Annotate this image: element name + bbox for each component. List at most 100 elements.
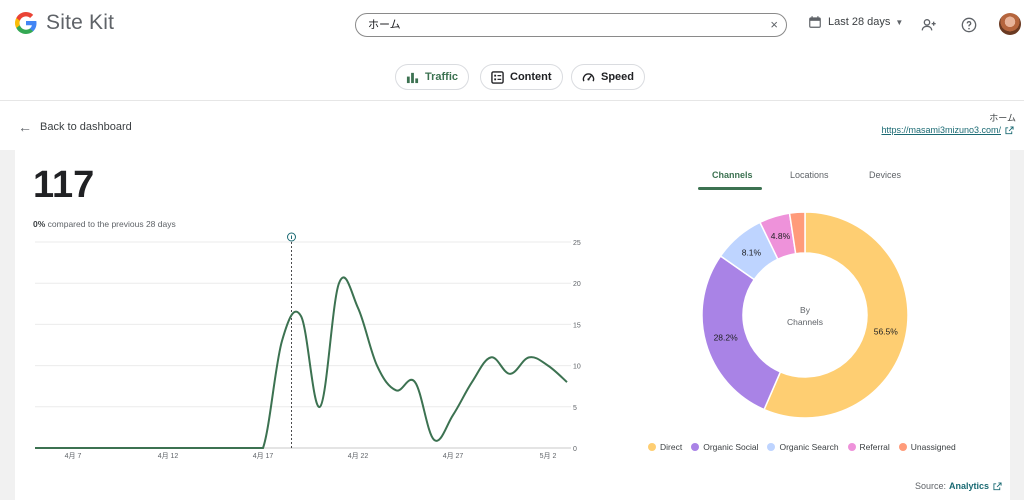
y-tick-label: 10: [573, 364, 581, 371]
data-point[interactable]: [108, 445, 114, 451]
data-point[interactable]: [222, 445, 228, 451]
data-point[interactable]: [70, 445, 76, 451]
tab-speed[interactable]: Speed: [571, 64, 646, 90]
source-prefix: Source:: [914, 481, 946, 491]
y-tick-label: 25: [573, 240, 581, 247]
tab-traffic[interactable]: Traffic: [395, 64, 470, 90]
analytics-link[interactable]: Analytics: [948, 481, 989, 491]
data-point[interactable]: [450, 412, 456, 418]
legend-label: Unassigned: [910, 442, 956, 452]
calendar-icon: [809, 16, 821, 28]
data-point[interactable]: [317, 404, 323, 410]
comparison-percent: 0%: [33, 219, 46, 229]
data-point[interactable]: [469, 379, 475, 385]
data-point[interactable]: [89, 445, 95, 451]
bar-chart-icon: [406, 72, 419, 83]
data-point[interactable]: [298, 313, 304, 319]
data-point[interactable]: [355, 305, 361, 311]
data-point[interactable]: [203, 445, 209, 451]
search-clear-icon[interactable]: ×: [770, 17, 778, 32]
google-g-logo-icon: [15, 12, 37, 34]
tab-devices[interactable]: Devices: [869, 170, 902, 180]
back-label: Back to dashboard: [40, 121, 132, 133]
traffic-card: 117 0% compared to the previous 28 days …: [15, 150, 1010, 500]
tab-content-label: Content: [510, 71, 552, 83]
x-tick-label: 4月 17: [253, 452, 274, 460]
tab-locations[interactable]: Locations: [790, 170, 829, 180]
donut-legend: Direct Organic Social Organic Search Referr…: [648, 442, 965, 452]
legend-item[interactable]: Unassigned: [898, 442, 956, 452]
legend-item[interactable]: Organic Search: [767, 442, 839, 452]
page-title: ホーム: [989, 113, 1016, 123]
data-point[interactable]: [545, 363, 551, 369]
data-point[interactable]: [260, 445, 266, 451]
donut-slice[interactable]: [763, 211, 909, 419]
app-name: Site Kit: [46, 11, 115, 34]
active-tab-indicator: [698, 187, 762, 190]
page-url-link[interactable]: https://masami3mizuno3.com/: [881, 125, 1014, 135]
add-person-button[interactable]: [918, 14, 940, 36]
donut-center-line1: By: [800, 305, 811, 315]
data-point[interactable]: [146, 445, 152, 451]
tab-traffic-label: Traffic: [425, 71, 459, 83]
tab-channels[interactable]: Channels: [712, 170, 753, 180]
data-point[interactable]: [393, 387, 399, 393]
page-url-text: https://masami3mizuno3.com/: [881, 125, 1001, 135]
data-point[interactable]: [412, 379, 418, 385]
donut-slice[interactable]: [788, 211, 806, 255]
data-point[interactable]: [507, 371, 513, 377]
data-point[interactable]: [165, 445, 171, 451]
search-box[interactable]: ×: [355, 13, 787, 37]
arrow-left-icon: ←: [18, 119, 32, 135]
x-tick-label: 5月 2: [540, 452, 557, 460]
data-point[interactable]: [431, 437, 437, 443]
data-point[interactable]: [184, 445, 190, 451]
speedometer-icon: [582, 72, 595, 82]
comparison-label: compared to the previous 28 days: [47, 219, 176, 229]
legend-swatch: [847, 443, 856, 451]
data-point[interactable]: [241, 445, 247, 451]
source-attribution: Source: Analytics: [915, 481, 1002, 491]
search-input[interactable]: [368, 18, 758, 30]
document-icon: [491, 70, 504, 84]
legend-item[interactable]: Referral: [847, 442, 890, 452]
back-to-dashboard-link[interactable]: ← Back to dashboard: [18, 119, 132, 135]
slice-label: 56.5%: [874, 327, 899, 337]
traffic-line-chart: 0 5 10 15 20 25 4月 7 4月 12 4月 17 4月 22 4月 27 5月 2: [32, 232, 581, 460]
legend-swatch: [767, 443, 776, 451]
legend-item[interactable]: Organic Social: [691, 442, 758, 452]
date-range-selector[interactable]: Last 28 days ▼: [808, 15, 903, 29]
date-range-label: Last 28 days: [828, 16, 891, 28]
y-tick-label: 5: [573, 405, 577, 412]
data-point[interactable]: [526, 354, 532, 360]
slice-label: 4.8%: [771, 231, 791, 241]
y-tick-label: 15: [573, 322, 581, 329]
legend-item[interactable]: Direct: [648, 442, 682, 452]
data-point[interactable]: [564, 379, 570, 385]
data-point[interactable]: [51, 445, 57, 451]
external-link-icon: [1005, 125, 1014, 134]
chevron-down-icon: ▼: [895, 17, 904, 27]
donut-slice[interactable]: [701, 254, 782, 411]
page-subheader: ← Back to dashboard ホーム https://masami3m…: [0, 101, 1024, 150]
slice-label: 8.1%: [742, 247, 762, 257]
channel-tabs: Channels Locations Devices: [695, 168, 935, 190]
tab-content[interactable]: Content: [480, 64, 563, 90]
site-kit-logo[interactable]: Site Kit: [14, 11, 114, 35]
legend-swatch: [898, 443, 907, 451]
data-point[interactable]: [374, 363, 380, 369]
data-point[interactable]: [488, 354, 494, 360]
top-bar: Site Kit × Last 28 days ▼: [0, 0, 1024, 50]
legend-label: Organic Social: [703, 442, 759, 452]
visitors-metric: 117: [33, 164, 95, 206]
channels-donut-chart: 56.5% 28.2% 8.1% 4.8% By Channels: [701, 211, 909, 419]
data-point[interactable]: [32, 445, 38, 451]
avatar[interactable]: [999, 13, 1021, 35]
help-button[interactable]: [958, 14, 980, 36]
data-point[interactable]: [279, 338, 285, 344]
data-point[interactable]: [127, 445, 133, 451]
data-point[interactable]: [336, 280, 342, 286]
comparison-text: 0% compared to the previous 28 days: [33, 219, 176, 229]
x-tick-label: 4月 12: [158, 452, 179, 460]
legend-label: Organic Search: [779, 442, 839, 452]
